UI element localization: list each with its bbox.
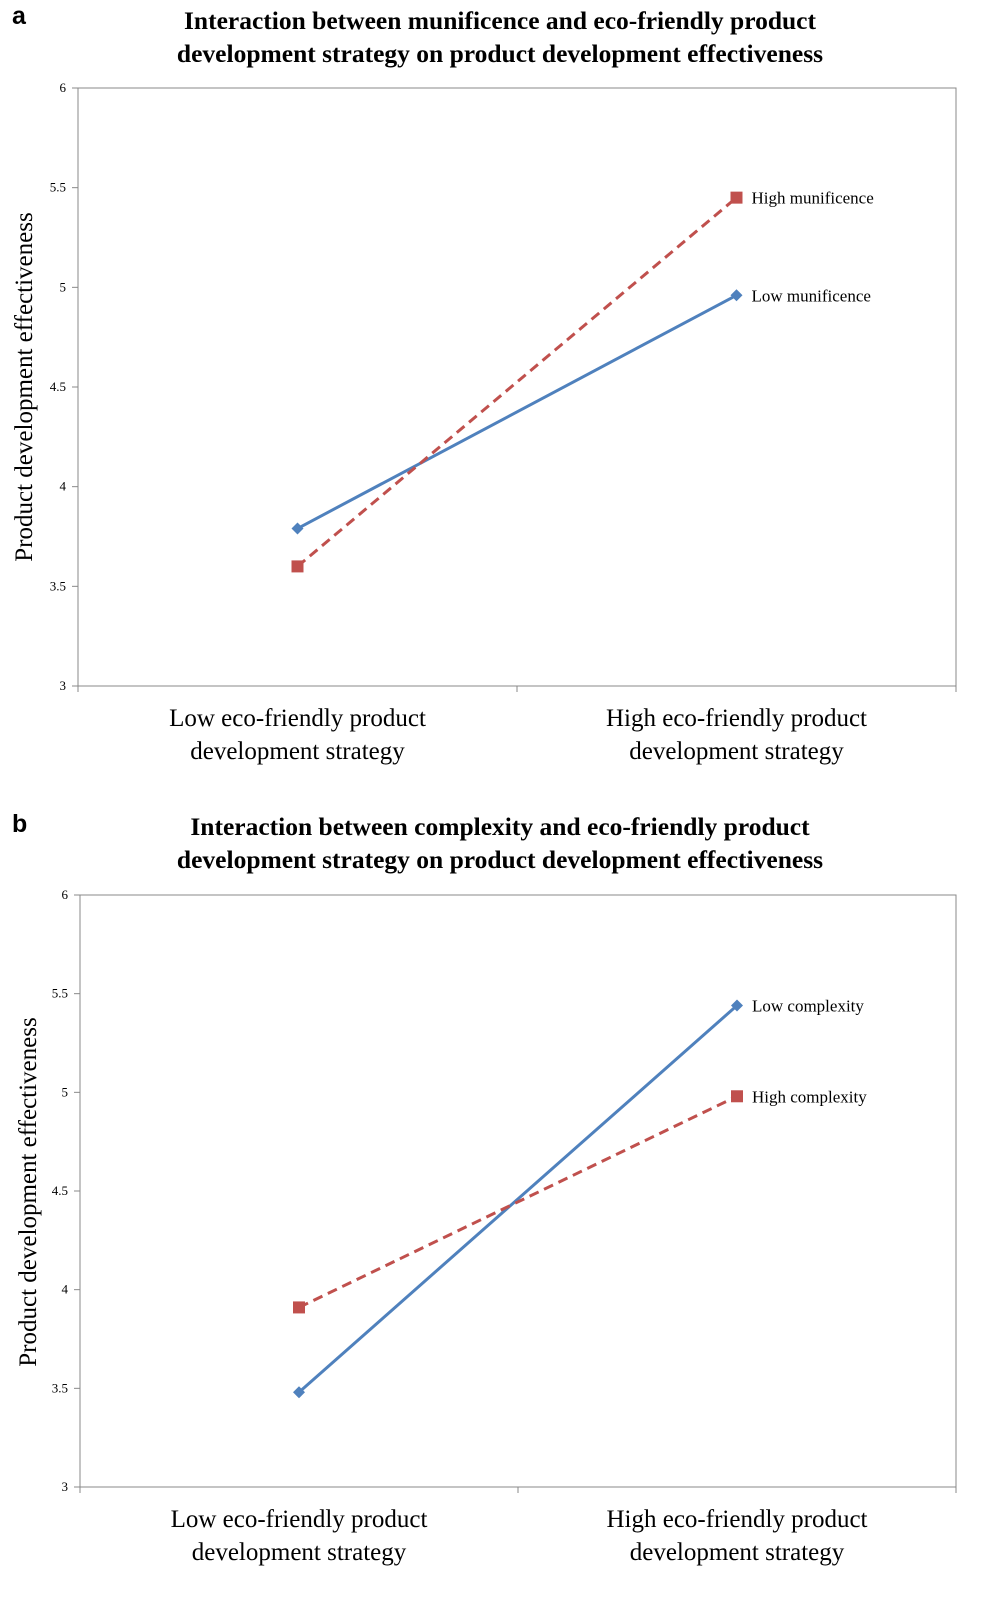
x-tick-label: High eco-friendly product bbox=[606, 705, 867, 732]
chart-title-line: development strategy on product developm… bbox=[176, 845, 824, 874]
chart-title: Interaction between munificence and eco-… bbox=[60, 4, 940, 70]
y-axis-label: Product development effectiveness bbox=[15, 1017, 42, 1366]
panel-label: b bbox=[12, 810, 28, 838]
data-point bbox=[291, 560, 304, 573]
series-line bbox=[296, 196, 738, 568]
x-tick-label: development strategy bbox=[190, 738, 405, 765]
y-axis-label: Product development effectiveness bbox=[11, 212, 38, 561]
y-tick-label: 3.5 bbox=[52, 1380, 68, 1395]
chart-panel-b: b Interaction between complexity and eco… bbox=[0, 808, 990, 1621]
line-chart: Product development effectiveness 3 3.5 4 4… bbox=[11, 80, 957, 765]
y-tick-label: 3.5 bbox=[50, 578, 66, 593]
series-label: High munificence bbox=[752, 189, 874, 208]
x-tick-label: development strategy bbox=[629, 738, 844, 765]
y-tick-label: 5 bbox=[60, 279, 67, 294]
y-tick-label: 5 bbox=[62, 1084, 69, 1099]
x-tick-label: development strategy bbox=[630, 1539, 845, 1566]
y-tick-label: 4.5 bbox=[52, 1183, 68, 1198]
chart-panel-a: a Interaction between munificence and ec… bbox=[0, 0, 990, 800]
y-tick-label: 4 bbox=[62, 1282, 69, 1297]
data-point bbox=[730, 289, 743, 302]
x-tick-label: Low eco-friendly product bbox=[171, 1506, 428, 1533]
y-tick-label: 4.5 bbox=[50, 379, 66, 394]
data-point bbox=[730, 191, 743, 204]
chart-title-line: Interaction between complexity and eco-f… bbox=[190, 812, 810, 841]
data-point bbox=[291, 522, 304, 535]
x-tick-label: development strategy bbox=[192, 1539, 407, 1566]
y-tick-label: 4 bbox=[60, 479, 67, 494]
plot-area bbox=[77, 87, 957, 687]
y-tick-label: 6 bbox=[60, 80, 67, 95]
series-label: Low munificence bbox=[752, 286, 871, 305]
y-tick-label: 5.5 bbox=[50, 180, 66, 195]
x-tick-label: Low eco-friendly product bbox=[169, 705, 426, 732]
plot-area bbox=[79, 894, 957, 1488]
data-point bbox=[731, 1090, 743, 1103]
series-label: Low complexity bbox=[752, 997, 864, 1016]
chart-title: Interaction between complexity and eco-f… bbox=[60, 810, 940, 876]
data-point bbox=[731, 999, 743, 1012]
data-point bbox=[293, 1386, 305, 1399]
chart-title-line: Interaction between munificence and eco-… bbox=[184, 6, 816, 35]
x-tick-label: High eco-friendly product bbox=[606, 1506, 867, 1533]
y-tick-label: 3 bbox=[60, 678, 67, 693]
data-point bbox=[293, 1301, 305, 1314]
series-line bbox=[296, 293, 738, 530]
chart-title-line: development strategy on product developm… bbox=[176, 39, 824, 68]
series-line bbox=[298, 1094, 738, 1309]
y-tick-label: 5.5 bbox=[52, 986, 68, 1001]
panel-label: a bbox=[12, 2, 26, 30]
line-chart: Product development effectiveness 3 3.5 4 4… bbox=[15, 887, 957, 1566]
y-tick-label: 6 bbox=[62, 887, 69, 902]
series-label: High complexity bbox=[752, 1087, 867, 1106]
series-line bbox=[298, 1004, 738, 1394]
y-tick-label: 3 bbox=[62, 1479, 69, 1494]
